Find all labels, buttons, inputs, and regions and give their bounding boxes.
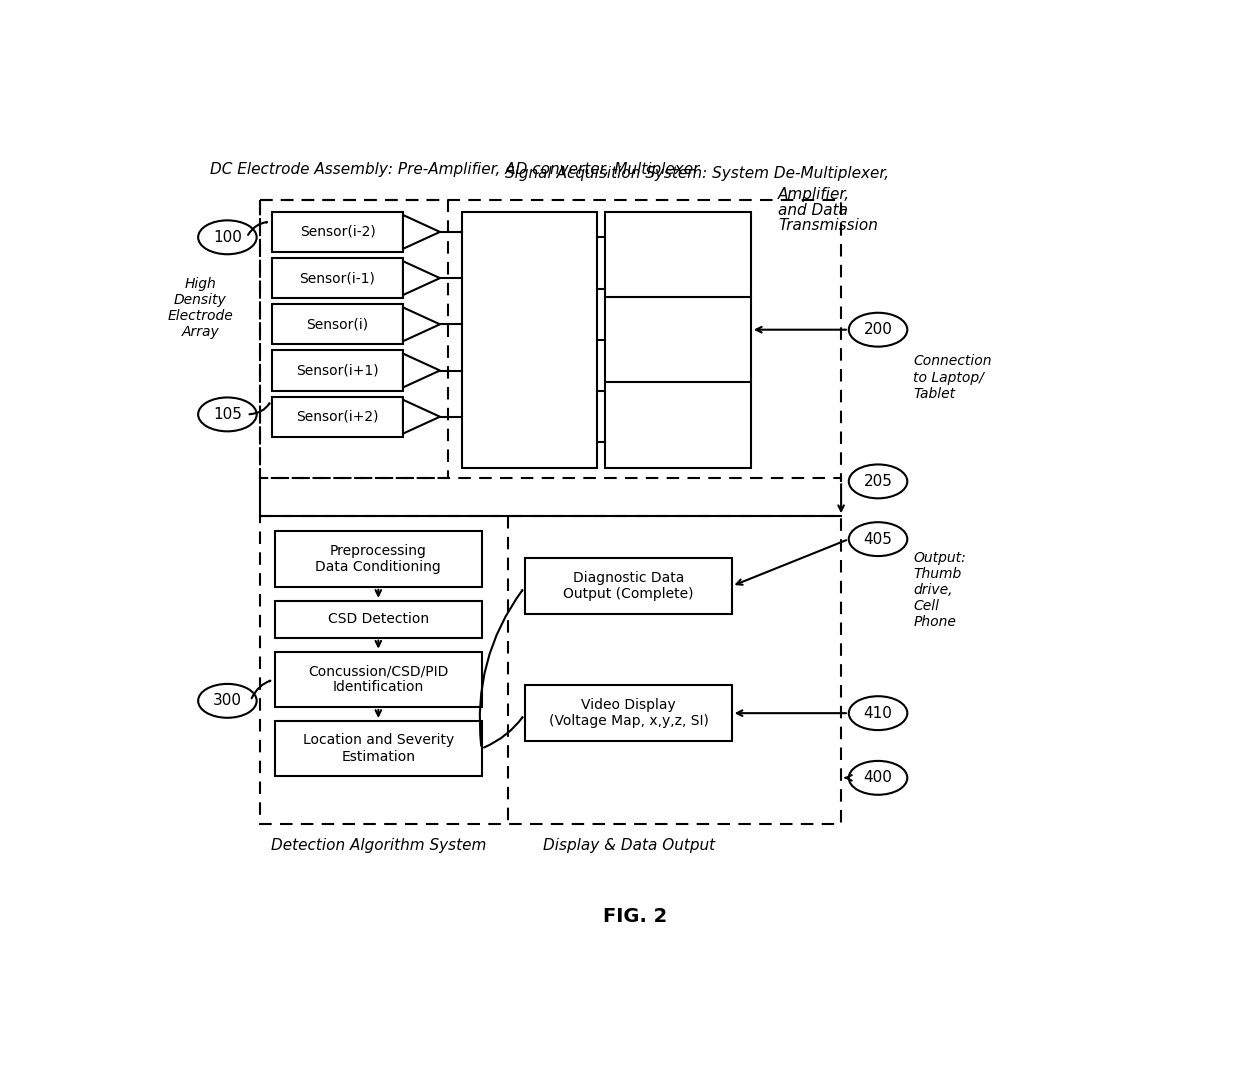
Text: 300: 300	[213, 693, 242, 709]
Polygon shape	[403, 307, 440, 341]
Text: CSD Detection: CSD Detection	[327, 613, 429, 626]
Bar	[275, 532, 481, 586]
FancyArrowPatch shape	[248, 222, 267, 235]
Text: Location and Severity
Estimation: Location and Severity Estimation	[303, 734, 454, 763]
Text: 100: 100	[213, 229, 242, 245]
Bar	[275, 601, 481, 638]
Text: Display & Data Output: Display & Data Output	[543, 838, 714, 853]
Text: Sensor(i+1): Sensor(i+1)	[296, 364, 379, 378]
Text: 105: 105	[213, 407, 242, 422]
Bar	[605, 212, 751, 467]
Polygon shape	[403, 215, 440, 249]
Polygon shape	[403, 261, 440, 295]
Ellipse shape	[198, 221, 257, 254]
Text: Amplifier,: Amplifier,	[777, 188, 851, 202]
Ellipse shape	[849, 697, 908, 731]
Text: 405: 405	[863, 532, 893, 547]
Text: DC Electrode Assembly: Pre-Amplifier, AD converter, Multiplexer: DC Electrode Assembly: Pre-Amplifier, AD…	[211, 162, 699, 177]
Text: 205: 205	[863, 474, 893, 489]
Text: Sensor(i-1): Sensor(i-1)	[300, 271, 376, 285]
Ellipse shape	[849, 312, 908, 346]
Text: Diagnostic Data
Output (Complete): Diagnostic Data Output (Complete)	[563, 571, 694, 602]
Bar	[272, 351, 403, 391]
Bar	[275, 652, 481, 707]
Bar	[526, 686, 732, 740]
Text: 410: 410	[863, 705, 893, 721]
Ellipse shape	[849, 464, 908, 498]
Bar	[463, 212, 596, 467]
FancyArrowPatch shape	[252, 680, 270, 698]
Text: Connection
to Laptop/
Tablet: Connection to Laptop/ Tablet	[914, 354, 992, 401]
Text: Sensor(i-2): Sensor(i-2)	[300, 225, 376, 239]
Bar	[526, 558, 732, 614]
Polygon shape	[403, 354, 440, 388]
Text: 400: 400	[863, 770, 893, 785]
Bar	[272, 396, 403, 437]
Ellipse shape	[198, 397, 257, 431]
Bar	[275, 721, 481, 776]
Text: Signal Acquisition System: System De-Multiplexer,: Signal Acquisition System: System De-Mul…	[505, 166, 889, 181]
Text: Detection Algorithm System: Detection Algorithm System	[270, 838, 486, 853]
FancyArrowPatch shape	[484, 717, 522, 748]
FancyArrowPatch shape	[249, 403, 269, 414]
Bar	[272, 258, 403, 298]
Text: Preprocessing
Data Conditioning: Preprocessing Data Conditioning	[315, 544, 441, 574]
Text: Concussion/CSD/PID
Identification: Concussion/CSD/PID Identification	[308, 664, 449, 695]
Text: Video Display
(Voltage Map, x,y,z, SI): Video Display (Voltage Map, x,y,z, SI)	[548, 698, 708, 728]
Text: Transmission: Transmission	[777, 218, 878, 234]
Ellipse shape	[198, 684, 257, 717]
Text: Sensor(i): Sensor(i)	[306, 318, 368, 331]
Ellipse shape	[849, 522, 908, 556]
Text: Output:
Thumb
drive,
Cell
Phone: Output: Thumb drive, Cell Phone	[914, 550, 966, 629]
Ellipse shape	[849, 761, 908, 795]
Bar	[259, 200, 841, 477]
Text: and Data: and Data	[777, 203, 848, 217]
Text: Sensor(i+2): Sensor(i+2)	[296, 410, 378, 424]
Polygon shape	[403, 400, 440, 434]
Bar	[272, 212, 403, 252]
Text: High
Density
Electrode
Array: High Density Electrode Array	[167, 277, 233, 340]
Text: 200: 200	[863, 322, 893, 337]
Bar	[259, 200, 449, 477]
Text: FIG. 2: FIG. 2	[604, 907, 667, 926]
FancyArrowPatch shape	[480, 590, 522, 746]
Bar	[272, 305, 403, 344]
Bar	[259, 517, 841, 824]
